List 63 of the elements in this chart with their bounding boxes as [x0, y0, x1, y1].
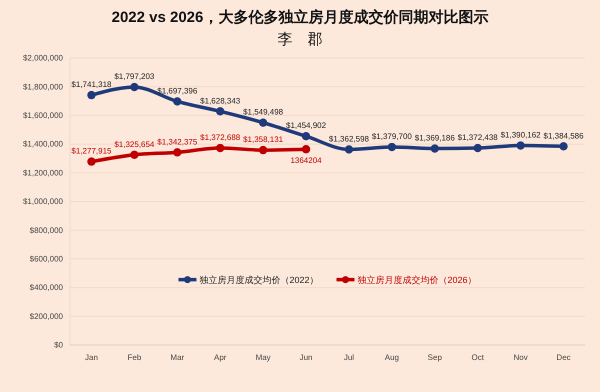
data-label: 1364204	[290, 156, 322, 166]
x-tick-label: Jan	[85, 353, 98, 362]
point	[216, 107, 224, 116]
data-label: $1,628,343	[200, 96, 241, 106]
data-label: $1,379,700	[372, 132, 412, 142]
x-tick-label: Oct	[471, 353, 485, 362]
point	[130, 82, 139, 92]
data-label: $1,390,162	[500, 130, 542, 140]
point	[258, 118, 268, 127]
data-label: $1,741,318	[71, 80, 112, 90]
y-tick-label: $1,400,000	[22, 140, 64, 149]
y-tick-label: $0	[54, 340, 64, 350]
data-label: $1,697,396	[157, 86, 198, 96]
x-tick-label: Dec	[556, 353, 571, 362]
data-label: $1,372,688	[200, 133, 241, 142]
point	[302, 145, 310, 154]
data-label: $1,797,203	[114, 72, 155, 82]
data-label: $1,342,375	[157, 137, 198, 146]
data-label: $1,325,654	[114, 140, 155, 149]
data-label: $1,369,186	[414, 134, 456, 143]
point	[130, 150, 139, 159]
x-tick-label: Sep	[428, 353, 442, 362]
y-tick-label: $2,000,000	[22, 54, 64, 63]
chart-subtitle: 李 郡	[278, 31, 322, 48]
data-label: $1,454,902	[286, 121, 327, 130]
x-tick-label: Aug	[384, 353, 399, 362]
x-tick-label: Apr	[214, 353, 227, 362]
x-tick-label: Jul	[344, 353, 354, 362]
y-tick-label: $1,000,000	[22, 197, 64, 206]
point	[87, 90, 96, 100]
y-tick-label: $800,000	[30, 226, 64, 235]
data-label: $1,372,438	[458, 133, 498, 142]
point	[302, 132, 310, 140]
data-label: $1,549,498	[243, 108, 284, 117]
data-label: $1,277,915	[71, 146, 112, 156]
data-label: $1,358,131	[243, 135, 284, 144]
point	[430, 144, 439, 153]
legend-label: 独立房月度成交均价（2026）	[358, 275, 477, 286]
point	[388, 142, 396, 152]
chart-title: 2022 vs 2026，大多伦多独立房月度成交价同期对比图示	[112, 8, 488, 26]
y-tick-label: $1,200,000	[22, 168, 64, 178]
point	[173, 97, 182, 106]
data-label: $1,362,598	[328, 134, 370, 144]
point	[258, 146, 268, 154]
point	[87, 157, 96, 166]
data-label: $1,384,586	[544, 131, 584, 140]
point	[344, 145, 354, 154]
y-tick-label: $600,000	[30, 254, 64, 264]
point	[559, 142, 568, 150]
point	[474, 144, 482, 152]
x-tick-label: Nov	[514, 353, 528, 362]
x-tick-label: May	[256, 353, 271, 362]
legend-label: 独立房月度成交均价（2022）	[199, 275, 318, 286]
x-tick-label: Jun	[300, 353, 312, 362]
point	[516, 141, 525, 150]
x-tick-label: Mar	[170, 353, 185, 362]
point	[216, 144, 224, 152]
y-tick-label: $1,800,000	[22, 82, 64, 92]
y-tick-label: $1,600,000	[22, 110, 64, 120]
y-tick-label: $200,000	[30, 312, 64, 321]
x-tick-label: Feb	[127, 353, 142, 362]
point	[173, 148, 182, 157]
y-tick-label: $400,000	[30, 283, 64, 292]
